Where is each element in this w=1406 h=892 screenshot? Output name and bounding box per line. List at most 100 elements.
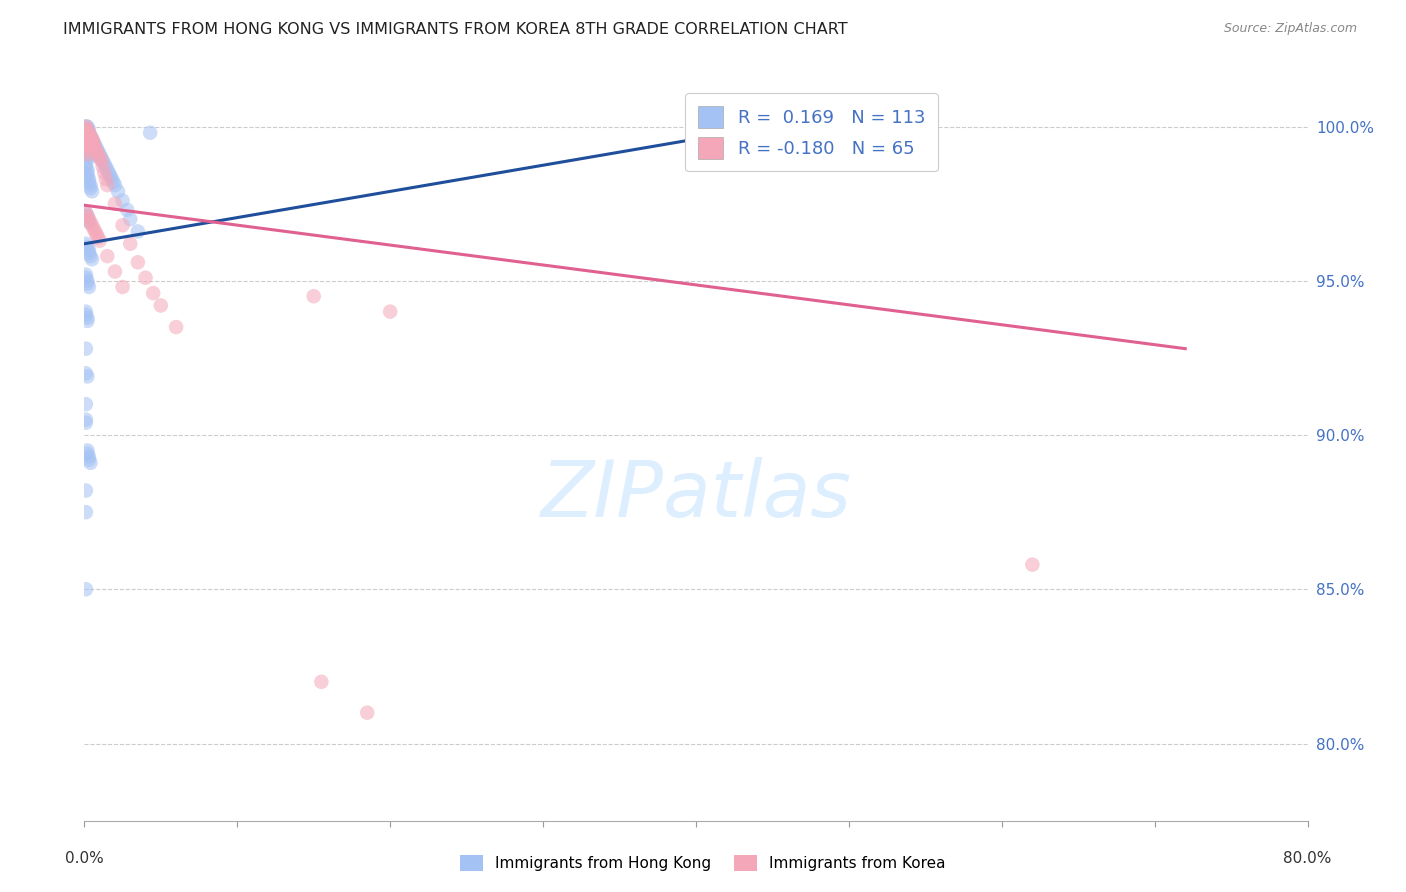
Point bbox=[139, 126, 162, 140]
Point bbox=[76, 277, 98, 291]
Point bbox=[77, 138, 100, 153]
Point bbox=[76, 132, 98, 146]
Point bbox=[76, 126, 98, 140]
Point bbox=[101, 172, 124, 186]
Point bbox=[75, 147, 97, 161]
Point bbox=[80, 219, 103, 233]
Point bbox=[77, 126, 100, 140]
Point bbox=[83, 145, 105, 159]
Point bbox=[76, 135, 98, 149]
Point bbox=[77, 135, 100, 149]
Point bbox=[86, 145, 108, 159]
Point bbox=[86, 145, 108, 159]
Point bbox=[75, 120, 97, 134]
Point bbox=[76, 122, 98, 136]
Point bbox=[79, 249, 101, 263]
Point bbox=[75, 236, 97, 251]
Point bbox=[120, 236, 142, 251]
Point bbox=[77, 150, 100, 164]
Point bbox=[75, 128, 97, 143]
Point bbox=[76, 135, 98, 149]
Point bbox=[79, 132, 101, 146]
Point bbox=[83, 221, 105, 235]
Point bbox=[77, 280, 100, 294]
Point bbox=[80, 132, 103, 146]
Point bbox=[80, 141, 103, 155]
Point bbox=[111, 280, 134, 294]
Point bbox=[77, 135, 100, 149]
Point bbox=[90, 153, 112, 168]
Point bbox=[76, 169, 98, 183]
Point bbox=[77, 126, 100, 140]
Point bbox=[96, 249, 118, 263]
Point bbox=[89, 147, 111, 161]
Point bbox=[94, 172, 117, 186]
Point bbox=[87, 147, 110, 161]
Point bbox=[75, 367, 97, 381]
Point bbox=[91, 160, 114, 174]
Point bbox=[142, 286, 165, 301]
Point bbox=[79, 128, 101, 143]
Point bbox=[104, 178, 127, 193]
Point bbox=[79, 138, 101, 153]
Text: IMMIGRANTS FROM HONG KONG VS IMMIGRANTS FROM KOREA 8TH GRADE CORRELATION CHART: IMMIGRANTS FROM HONG KONG VS IMMIGRANTS … bbox=[63, 22, 848, 37]
Point bbox=[75, 120, 97, 134]
Point bbox=[80, 135, 103, 149]
Point bbox=[80, 132, 103, 146]
Point bbox=[127, 255, 149, 269]
Point bbox=[80, 138, 103, 153]
Point bbox=[75, 412, 97, 426]
Point bbox=[76, 369, 98, 384]
Point bbox=[107, 184, 129, 198]
Point bbox=[111, 219, 134, 233]
Point bbox=[75, 206, 97, 220]
Point bbox=[86, 141, 108, 155]
Point bbox=[80, 252, 103, 267]
Point bbox=[75, 206, 97, 220]
Point bbox=[165, 320, 187, 334]
Point bbox=[380, 304, 402, 318]
Point bbox=[84, 145, 107, 159]
Point bbox=[83, 138, 105, 153]
Point bbox=[77, 212, 100, 227]
Point bbox=[87, 147, 110, 161]
Point bbox=[77, 145, 100, 159]
Point bbox=[76, 145, 98, 159]
Point bbox=[80, 138, 103, 153]
Point bbox=[76, 314, 98, 328]
Point bbox=[89, 234, 111, 248]
Point bbox=[84, 141, 107, 155]
Point bbox=[98, 169, 121, 183]
Point bbox=[86, 227, 108, 242]
Point bbox=[1021, 558, 1043, 572]
Point bbox=[79, 138, 101, 153]
Text: 0.0%: 0.0% bbox=[65, 851, 104, 866]
Point bbox=[76, 132, 98, 146]
Point bbox=[76, 212, 98, 227]
Point bbox=[87, 145, 110, 159]
Point bbox=[76, 209, 98, 223]
Point bbox=[75, 270, 97, 285]
Point bbox=[104, 264, 127, 278]
Point bbox=[75, 138, 97, 153]
Point bbox=[77, 452, 100, 467]
Point bbox=[83, 135, 105, 149]
Point bbox=[97, 166, 120, 180]
Point bbox=[76, 147, 98, 161]
Point bbox=[77, 132, 100, 146]
Point bbox=[75, 132, 97, 146]
Point bbox=[75, 160, 97, 174]
Point bbox=[75, 342, 97, 356]
Point bbox=[94, 160, 117, 174]
Point bbox=[302, 289, 325, 303]
Point bbox=[90, 150, 112, 164]
Point bbox=[135, 270, 157, 285]
Point bbox=[79, 132, 101, 146]
Point bbox=[120, 212, 142, 227]
Point bbox=[89, 150, 111, 164]
Point bbox=[84, 224, 107, 238]
Point bbox=[111, 194, 134, 208]
Point bbox=[77, 132, 100, 146]
Point bbox=[76, 274, 98, 288]
Point bbox=[76, 138, 98, 153]
